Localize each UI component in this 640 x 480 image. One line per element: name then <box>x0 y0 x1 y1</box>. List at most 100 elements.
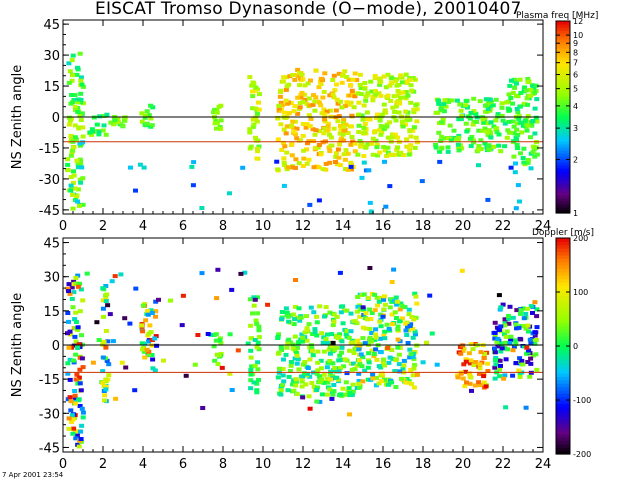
data-cell <box>359 141 365 145</box>
data-cell <box>67 69 73 74</box>
y-tick-label: 0 <box>52 339 60 354</box>
data-cell <box>254 138 260 143</box>
data-cell <box>140 347 146 352</box>
data-cell <box>381 145 387 149</box>
data-cell <box>299 376 305 381</box>
data-cell <box>482 351 487 356</box>
data-cell <box>254 381 260 386</box>
data-cell <box>481 356 487 360</box>
colorbar-step <box>556 329 570 334</box>
data-cell <box>142 113 148 118</box>
data-cell <box>70 148 76 153</box>
data-cell <box>373 332 379 337</box>
data-cell <box>525 323 531 328</box>
data-cell <box>404 144 410 149</box>
x-tick-label: 2 <box>99 219 107 234</box>
data-cell <box>523 88 529 93</box>
data-cell <box>292 304 298 309</box>
data-cell <box>346 386 352 391</box>
data-cell <box>350 382 356 387</box>
colorbar-step <box>556 111 570 115</box>
data-cell <box>143 318 149 323</box>
data-cell <box>493 362 499 367</box>
data-cell <box>310 348 315 353</box>
data-cell <box>74 158 80 163</box>
data-cell <box>409 88 415 93</box>
data-cell <box>406 312 412 317</box>
data-cell <box>294 350 300 355</box>
data-cell <box>374 115 379 120</box>
data-cell <box>478 383 483 388</box>
data-cell <box>313 128 319 133</box>
data-cell <box>475 147 481 152</box>
data-cell <box>485 106 491 111</box>
data-cell <box>506 119 512 124</box>
data-cell <box>373 383 379 388</box>
data-cell <box>493 97 499 102</box>
data-cell <box>509 78 514 83</box>
data-cell <box>317 304 323 309</box>
y-tick-label: -15 <box>39 373 60 388</box>
data-cell <box>500 302 506 307</box>
data-cell <box>146 352 152 357</box>
data-cell <box>74 433 80 438</box>
data-cell <box>281 160 287 165</box>
data-cell <box>229 287 235 292</box>
colorbar-step <box>556 105 570 109</box>
data-cell <box>310 353 316 358</box>
data-cell <box>389 348 395 352</box>
data-cell <box>516 368 522 373</box>
data-cell <box>424 340 429 345</box>
data-cell <box>534 325 540 330</box>
colorbar-step <box>556 168 570 172</box>
data-cell <box>517 356 523 361</box>
data-cell <box>402 95 408 100</box>
colorbar-tick-label: 4 <box>573 102 578 111</box>
data-cell <box>420 360 426 365</box>
data-cell <box>506 321 512 326</box>
data-cell <box>356 123 362 128</box>
data-cell <box>338 127 344 132</box>
data-cell <box>330 340 336 345</box>
data-cell <box>385 346 391 350</box>
data-cell <box>292 119 298 124</box>
data-cell <box>119 360 125 365</box>
data-cell <box>74 194 79 199</box>
colorbar-step <box>556 186 570 190</box>
data-cell <box>331 368 337 373</box>
data-cell <box>308 116 314 121</box>
data-cell <box>494 339 500 344</box>
data-cell <box>154 343 160 348</box>
data-cell <box>325 121 331 126</box>
data-cell <box>150 366 156 371</box>
data-cell <box>377 150 383 155</box>
data-cell <box>367 307 373 312</box>
data-cell <box>496 293 502 298</box>
data-cell <box>101 123 107 128</box>
data-cell <box>515 133 521 137</box>
data-cell <box>458 117 464 122</box>
data-cell <box>65 371 71 376</box>
data-cell <box>110 339 116 344</box>
x-tick-label: 24 <box>535 457 552 472</box>
data-cell <box>483 97 489 102</box>
data-cell <box>459 114 465 119</box>
colorbar-tick-label: -200 <box>573 450 591 459</box>
data-cell <box>525 160 531 165</box>
data-cell <box>256 328 262 333</box>
data-cell <box>459 268 465 273</box>
data-cell <box>149 353 155 357</box>
data-cell <box>311 310 317 315</box>
data-cell <box>396 352 402 357</box>
data-cell <box>100 128 106 133</box>
data-cell <box>356 381 362 386</box>
data-cell <box>367 266 373 270</box>
data-cell <box>77 157 83 162</box>
data-cell <box>369 311 375 315</box>
data-cell <box>518 104 523 109</box>
data-cell <box>280 383 285 388</box>
data-cell <box>507 83 513 88</box>
data-cell <box>227 332 233 337</box>
data-cell <box>120 123 126 128</box>
data-cell <box>532 154 538 159</box>
